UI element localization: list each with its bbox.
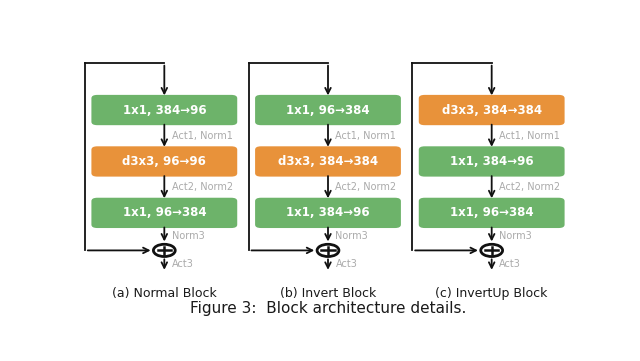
Text: 1x1, 96→384: 1x1, 96→384 (286, 104, 370, 117)
Text: 1x1, 384→96: 1x1, 384→96 (286, 206, 370, 219)
Text: 1x1, 384→96: 1x1, 384→96 (122, 104, 206, 117)
Text: d3x3, 384→384: d3x3, 384→384 (442, 104, 541, 117)
FancyBboxPatch shape (255, 146, 401, 177)
Circle shape (481, 244, 502, 257)
Text: Act2, Norm2: Act2, Norm2 (335, 182, 397, 192)
Text: Act3: Act3 (499, 259, 521, 269)
FancyBboxPatch shape (92, 146, 237, 177)
FancyBboxPatch shape (92, 198, 237, 228)
Text: Act2, Norm2: Act2, Norm2 (499, 182, 560, 192)
FancyBboxPatch shape (419, 198, 564, 228)
Text: d3x3, 384→384: d3x3, 384→384 (278, 155, 378, 168)
Text: 1x1, 96→384: 1x1, 96→384 (450, 206, 534, 219)
FancyBboxPatch shape (92, 95, 237, 125)
Text: (c) InvertUp Block: (c) InvertUp Block (435, 287, 548, 300)
Circle shape (317, 244, 339, 257)
Text: Norm3: Norm3 (499, 231, 532, 241)
Text: Act1, Norm1: Act1, Norm1 (172, 131, 232, 140)
Text: Act1, Norm1: Act1, Norm1 (499, 131, 560, 140)
Text: (b) Invert Block: (b) Invert Block (280, 287, 376, 300)
Text: (a) Normal Block: (a) Normal Block (112, 287, 217, 300)
Text: Act2, Norm2: Act2, Norm2 (172, 182, 233, 192)
Text: Act1, Norm1: Act1, Norm1 (335, 131, 396, 140)
FancyBboxPatch shape (419, 95, 564, 125)
FancyBboxPatch shape (255, 198, 401, 228)
FancyBboxPatch shape (255, 95, 401, 125)
Text: 1x1, 384→96: 1x1, 384→96 (450, 155, 534, 168)
FancyBboxPatch shape (419, 146, 564, 177)
Text: Act3: Act3 (335, 259, 357, 269)
Text: Norm3: Norm3 (172, 231, 205, 241)
Text: Norm3: Norm3 (335, 231, 368, 241)
Text: Figure 3:  Block architecture details.: Figure 3: Block architecture details. (190, 301, 466, 316)
Text: d3x3, 96→96: d3x3, 96→96 (122, 155, 206, 168)
Text: Act3: Act3 (172, 259, 194, 269)
Circle shape (154, 244, 175, 257)
Text: 1x1, 96→384: 1x1, 96→384 (122, 206, 206, 219)
